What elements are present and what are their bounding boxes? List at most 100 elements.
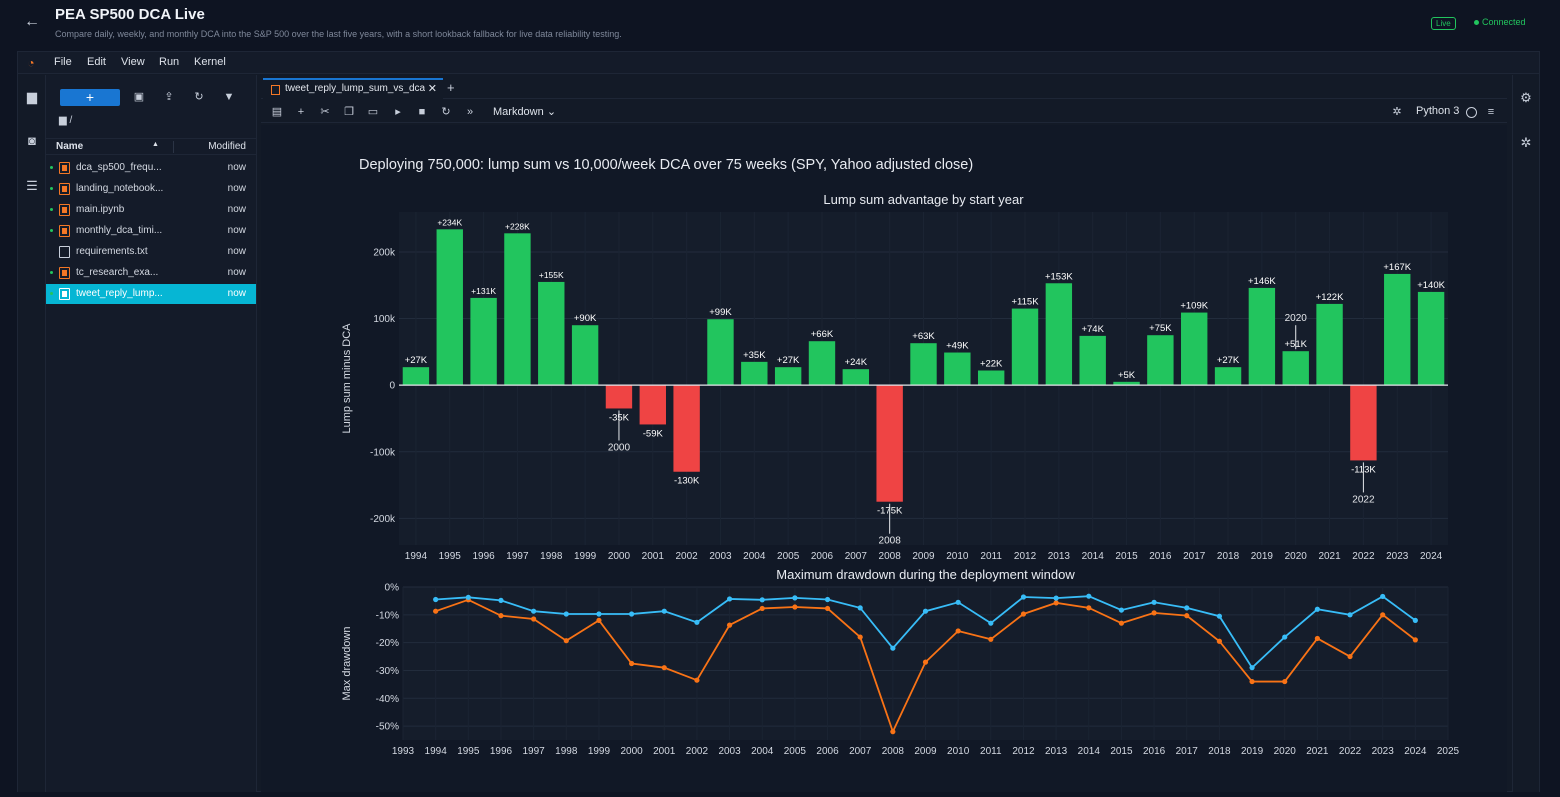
debugger-bug-icon[interactable]: ✲ [1520, 135, 1532, 150]
series-point [694, 619, 700, 625]
kernel-name[interactable]: Python 3 [1416, 105, 1460, 117]
chevron-down-icon: ⌄ [546, 106, 557, 118]
table-of-contents-icon[interactable]: ☰ [26, 178, 38, 193]
x-tick-label: 2025 [1437, 746, 1460, 757]
x-tick-label: 2024 [1404, 746, 1427, 757]
file-row[interactable]: main.ipynb now [46, 200, 256, 220]
tab-notebook[interactable]: tweet_reply_lump_sum_vs_dca ✕ [263, 78, 443, 99]
menu-file[interactable]: File [54, 56, 72, 68]
menu-view[interactable]: View [121, 56, 145, 68]
menu-kernel[interactable]: Kernel [194, 56, 226, 68]
data-label: +228K [505, 221, 530, 231]
run-all-icon[interactable]: » [466, 106, 474, 118]
series-point [726, 622, 733, 628]
folder-icon[interactable]: ▆ [27, 89, 37, 104]
menu-run[interactable]: Run [159, 56, 180, 68]
filter-icon[interactable]: ▼ [223, 91, 235, 103]
sort-ascending-icon[interactable]: ▲ [152, 141, 159, 148]
x-tick-label: 2006 [816, 746, 839, 757]
debugger-icon[interactable]: ✲ [1392, 106, 1402, 118]
file-row[interactable]: landing_notebook... now [46, 179, 256, 199]
copy-icon[interactable]: ❐ [344, 106, 354, 118]
bar [1417, 291, 1445, 386]
y-tick-label: 0% [385, 583, 400, 594]
stop-icon[interactable]: ■ [418, 106, 426, 118]
save-icon[interactable]: ▤ [271, 106, 283, 118]
breadcrumb[interactable]: ▆ / [59, 115, 73, 126]
x-tick-label: 2000 [608, 551, 631, 562]
x-tick-label: 2023 [1386, 551, 1409, 562]
bar [741, 361, 768, 386]
x-tick-label: 2014 [1082, 551, 1105, 562]
file-row[interactable]: tweet_reply_lump... now [46, 284, 256, 304]
series-point [661, 608, 667, 614]
property-inspector-icon[interactable]: ⚙ [1520, 90, 1532, 105]
insert-cell-icon[interactable]: + [297, 106, 305, 118]
series-point [1249, 665, 1255, 671]
running-indicator-icon [50, 292, 53, 295]
x-tick-label: 1995 [457, 746, 480, 757]
x-tick-label: 2001 [642, 551, 665, 562]
y-tick-label: -100k [370, 447, 396, 458]
file-modified: now [227, 267, 246, 278]
connection-status: Connected [1474, 17, 1526, 27]
restart-icon[interactable]: ↻ [441, 106, 451, 118]
x-tick-label: 2003 [718, 746, 741, 757]
series-point [1216, 613, 1223, 619]
bar [470, 297, 497, 386]
data-label: +49K [946, 341, 969, 352]
cut-icon[interactable]: ✂ [320, 106, 330, 118]
data-label: +63K [912, 331, 935, 342]
series-point [988, 620, 994, 626]
cell-type-select[interactable]: Markdown ⌄ [493, 105, 556, 118]
x-tick-label: 2024 [1420, 551, 1443, 562]
column-name-header[interactable]: Name [56, 141, 84, 152]
column-divider [173, 141, 174, 153]
left-sidebar-rail: ▆ ◙ ☰ [18, 75, 46, 792]
new-folder-icon[interactable]: ▣ [133, 91, 145, 103]
add-tab-icon[interactable]: + [447, 80, 455, 95]
y-tick-label: -50% [376, 722, 399, 733]
kernel-status-icon [1466, 107, 1477, 118]
new-launcher-button[interactable]: + [60, 89, 120, 106]
notebook-icon [59, 267, 70, 279]
live-badge: Live [1431, 17, 1456, 30]
file-row[interactable]: dca_sp500_frequ... now [46, 158, 256, 178]
series-point [988, 636, 994, 642]
x-tick-label: 2006 [811, 551, 834, 562]
figure: 200k 100k 0 -100k -200k Lump sum minus DCA Lum… [341, 192, 1460, 757]
series-point [824, 605, 831, 612]
series-point [1347, 653, 1353, 660]
series-point [628, 660, 635, 667]
running-indicator-icon [50, 187, 53, 190]
file-row[interactable]: requirements.txt now [46, 242, 256, 262]
upload-icon[interactable]: ⇪ [164, 91, 174, 103]
column-modified-header[interactable]: Modified [208, 141, 246, 152]
right-sidebar-rail: ⚙ ✲ [1512, 75, 1539, 792]
menu-icon[interactable]: ≡ [1487, 106, 1495, 118]
file-row[interactable]: monthly_dca_timi... now [46, 221, 256, 241]
x-tick-label: 1999 [588, 746, 611, 757]
x-tick-label: 2009 [912, 551, 935, 562]
notebook-toolbar: ▤ + ✂ ❐ ▭ ▸ ■ ↻ » Markdown ⌄ ✲ Python 3 … [261, 100, 1507, 123]
running-kernels-icon[interactable]: ◙ [28, 133, 36, 148]
data-label: +75K [1149, 323, 1172, 334]
series-point [1053, 600, 1059, 606]
series-point [1086, 605, 1092, 611]
series-point [1020, 594, 1027, 600]
back-arrow-icon[interactable]: ← [24, 13, 40, 30]
refresh-icon[interactable]: ↻ [194, 91, 204, 103]
menu-edit[interactable]: Edit [87, 56, 106, 68]
series-point [1053, 595, 1059, 601]
figure-title: Deploying 750,000: lump sum vs 10,000/we… [359, 157, 974, 173]
data-label: +99K [709, 307, 732, 318]
x-tick-label: 1994 [425, 746, 448, 757]
close-icon[interactable]: ✕ [427, 83, 437, 95]
series-point [759, 605, 765, 612]
series-point [922, 608, 929, 614]
running-indicator-icon [50, 271, 53, 274]
file-row[interactable]: tc_research_exa... now [46, 263, 256, 283]
y-axis-label: Max drawdown [341, 627, 353, 701]
paste-icon[interactable]: ▭ [367, 106, 379, 118]
run-icon[interactable]: ▸ [395, 106, 401, 118]
